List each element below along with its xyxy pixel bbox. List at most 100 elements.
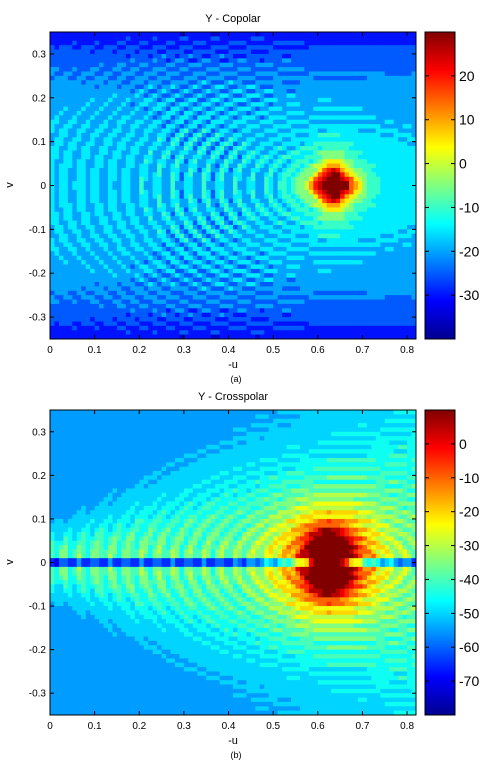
heatmap-cell — [130, 84, 136, 90]
heatmap-cell — [282, 40, 288, 46]
heatmap-cell — [344, 312, 350, 318]
heatmap-cell — [116, 124, 123, 130]
heatmap-cell — [174, 255, 181, 261]
heatmap-cell — [357, 106, 364, 112]
heatmap-cell — [224, 233, 230, 239]
heatmap-cell — [188, 62, 194, 68]
heatmap-cell — [241, 229, 247, 235]
heatmap-cell — [224, 62, 230, 68]
heatmap-cell — [192, 224, 198, 230]
heatmap-cell — [241, 115, 247, 121]
heatmap-cell — [85, 224, 91, 230]
heatmap-cell — [85, 80, 91, 86]
heatmap-cell — [63, 172, 69, 178]
heatmap-cell — [76, 238, 82, 244]
heatmap-cell — [108, 80, 114, 86]
heatmap-cell — [317, 49, 323, 55]
heatmap-cell — [362, 246, 368, 252]
heatmap-cell — [192, 211, 198, 217]
heatmap-cell — [72, 233, 78, 239]
heatmap-cell — [317, 58, 323, 64]
heatmap-cell — [313, 189, 319, 195]
heatmap-cell — [322, 146, 328, 152]
heatmap-cell — [344, 67, 350, 73]
heatmap-cell — [282, 220, 288, 226]
heatmap-cell — [331, 146, 337, 152]
heatmap-cell — [188, 273, 194, 279]
heatmap-cell — [273, 97, 279, 103]
heatmap-cell — [277, 290, 283, 296]
heatmap-cell — [250, 32, 256, 37]
heatmap-cell — [286, 45, 292, 51]
heatmap-cell — [148, 330, 154, 336]
heatmap-cell — [206, 246, 212, 252]
heatmap-cell — [206, 36, 212, 42]
heatmap-cell — [152, 220, 158, 226]
heatmap-cell — [50, 216, 56, 222]
heatmap-cell — [233, 110, 239, 116]
heatmap-cell — [67, 299, 73, 305]
heatmap-cell — [148, 216, 154, 222]
heatmap-cell — [116, 106, 123, 112]
heatmap-cell — [282, 325, 288, 331]
heatmap-cell — [344, 128, 350, 134]
heatmap-cell — [264, 67, 270, 73]
heatmap-cell — [255, 220, 261, 226]
heatmap-cell — [166, 330, 172, 336]
heatmap-cell — [340, 317, 346, 323]
heatmap-cell — [331, 203, 337, 209]
heatmap-cell — [322, 220, 328, 226]
heatmap-cell — [291, 137, 297, 143]
heatmap-cell — [228, 308, 234, 314]
heatmap-cell — [108, 233, 114, 239]
heatmap-cell — [241, 110, 247, 116]
heatmap-cell — [134, 141, 140, 147]
heatmap-cell — [291, 67, 297, 73]
heatmap-cell — [282, 330, 288, 336]
heatmap-cell — [157, 268, 163, 274]
heatmap-cell — [183, 281, 189, 287]
heatmap-cell — [201, 67, 207, 73]
heatmap-cell — [282, 106, 288, 112]
heatmap-cell — [268, 273, 274, 279]
heatmap-cell — [76, 330, 82, 336]
heatmap-cell — [299, 93, 306, 99]
heatmap-cell — [152, 334, 158, 339]
heatmap-cell — [99, 84, 105, 90]
heatmap-cell — [188, 172, 194, 178]
heatmap-cell — [54, 159, 60, 165]
heatmap-cell — [121, 71, 127, 77]
heatmap-cell — [246, 80, 252, 86]
heatmap-cell — [116, 58, 123, 64]
heatmap-cell — [197, 49, 203, 55]
heatmap-cell — [308, 242, 314, 248]
heatmap-cell — [286, 321, 292, 327]
heatmap-cell — [170, 216, 176, 222]
heatmap-cell — [166, 53, 172, 59]
heatmap-cell — [224, 115, 230, 121]
heatmap-cell — [76, 207, 82, 213]
heatmap-cell — [58, 312, 64, 318]
heatmap-cell — [76, 281, 82, 287]
heatmap-cell — [121, 277, 127, 283]
heatmap-cell — [99, 268, 105, 274]
heatmap-cell — [76, 260, 82, 266]
heatmap-cell — [299, 211, 306, 217]
heatmap-cell — [125, 89, 131, 94]
heatmap-cell — [179, 290, 185, 296]
heatmap-cell — [322, 325, 328, 331]
heatmap-cell — [259, 203, 265, 209]
heatmap-cell — [72, 255, 78, 261]
heatmap-cell — [143, 32, 149, 37]
heatmap-cell — [63, 268, 69, 274]
heatmap-cell — [273, 115, 279, 121]
heatmap-cell — [90, 229, 96, 235]
heatmap-cell — [219, 308, 225, 314]
heatmap-cell — [282, 242, 288, 248]
heatmap-cell — [170, 181, 176, 187]
heatmap-cell — [268, 141, 274, 147]
heatmap-cell — [353, 312, 359, 318]
heatmap-cell — [183, 53, 189, 59]
heatmap-cell — [304, 198, 310, 204]
heatmap-cell — [170, 211, 176, 217]
